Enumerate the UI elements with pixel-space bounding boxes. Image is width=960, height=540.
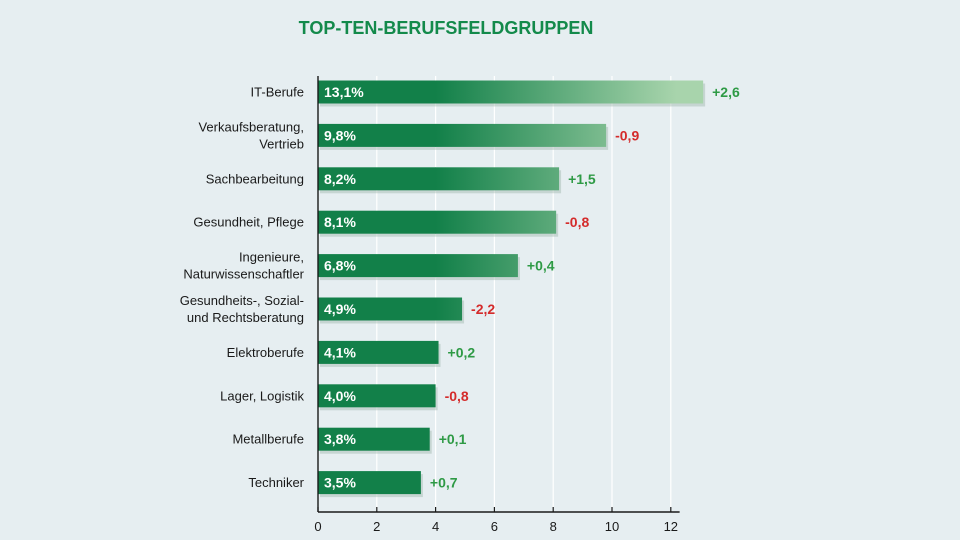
bar-value-label: 6,8% (324, 258, 356, 274)
bar-value-label: 3,8% (324, 431, 356, 447)
bar (318, 427, 430, 451)
change-label: -0,8 (565, 214, 589, 230)
bar-gradient (435, 80, 704, 104)
bar (318, 167, 436, 191)
change-label: +2,6 (712, 84, 740, 100)
bars (318, 80, 706, 498)
x-tick-label: 12 (664, 519, 678, 534)
category-label: und Rechtsberatung (187, 310, 304, 325)
x-tick-label: 0 (314, 519, 321, 534)
bar-value-label: 3,5% (324, 475, 356, 491)
change-label: +0,4 (527, 258, 555, 274)
bar-gradient (435, 340, 439, 364)
bar-value-label: 9,8% (324, 127, 356, 143)
category-label: IT-Berufe (251, 85, 304, 100)
bar-value-label: 4,1% (324, 344, 356, 360)
category-label: Naturwissenschaftler (183, 267, 304, 282)
x-axis: 0 2 4 6 8 10 12 (314, 76, 680, 534)
bar (318, 340, 436, 364)
labels: 13,1% +2,6 IT-Berufe 9,8% -0,9 Verkaufsberatu… (180, 84, 740, 491)
bar-gradient (435, 254, 518, 278)
bar-value-label: 8,1% (324, 214, 356, 230)
x-tick-label: 8 (550, 519, 557, 534)
bar-gradient (435, 210, 557, 234)
change-label: -2,2 (471, 301, 495, 317)
category-label: Elektroberufe (227, 345, 304, 360)
change-label: +0,1 (439, 431, 467, 447)
category-label: Gesundheit, Pflege (193, 215, 304, 230)
category-label: Gesundheits-, Sozial- (180, 293, 304, 308)
category-label: Lager, Logistik (220, 388, 304, 403)
x-tick-label: 2 (373, 519, 380, 534)
change-label: +0,2 (448, 344, 476, 360)
change-label: -0,9 (615, 127, 639, 143)
bar-gradient (435, 297, 463, 321)
bar (318, 471, 421, 495)
category-label: Ingenieure, (239, 250, 304, 265)
change-label: -0,8 (445, 388, 469, 404)
bar-value-label: 8,2% (324, 171, 356, 187)
bar-value-label: 13,1% (324, 84, 364, 100)
category-label: Vertrieb (259, 136, 304, 151)
category-label: Verkaufsberatung, (198, 119, 304, 134)
bar (318, 384, 436, 408)
bar (318, 297, 436, 321)
x-tick-label: 4 (432, 519, 439, 534)
x-tick-label: 6 (491, 519, 498, 534)
bar (318, 80, 436, 104)
x-tick-label: 10 (605, 519, 619, 534)
bar-gradient (435, 167, 560, 191)
category-label: Techniker (248, 475, 304, 490)
change-label: +1,5 (568, 171, 596, 187)
bar (318, 254, 436, 278)
bar (318, 210, 436, 234)
bar-value-label: 4,0% (324, 388, 356, 404)
bar-gradient (435, 123, 607, 147)
bar-value-label: 4,9% (324, 301, 356, 317)
change-label: +0,7 (430, 475, 458, 491)
bar (318, 123, 436, 147)
category-label: Sachbearbeitung (206, 171, 304, 186)
category-label: Metallberufe (232, 432, 304, 447)
chart-title: TOP-TEN-BERUFSFELDGRUPPEN (299, 18, 594, 38)
